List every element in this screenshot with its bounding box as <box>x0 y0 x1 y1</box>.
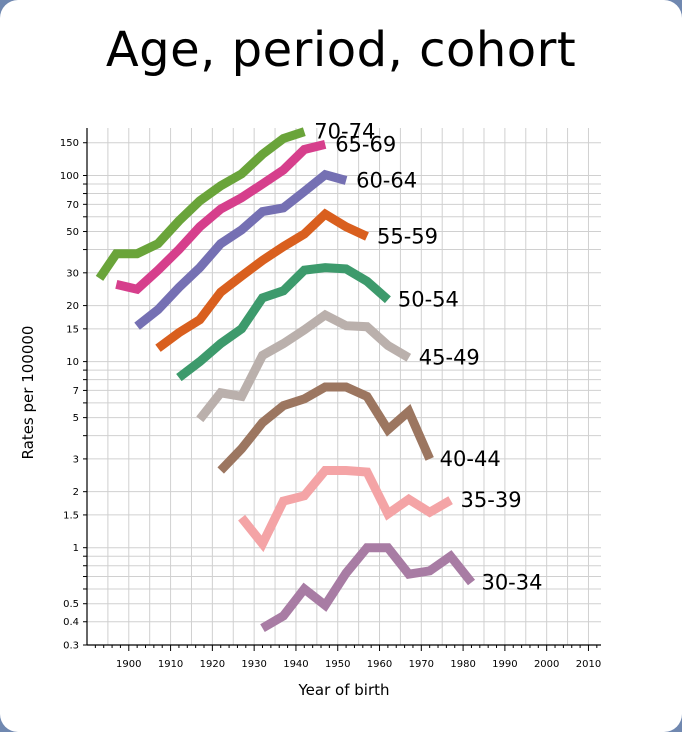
series-line-65-69 <box>115 140 327 295</box>
series-label-40-44: 40-44 <box>440 447 501 471</box>
series-label-30-34: 30-34 <box>481 571 542 595</box>
y-tick-label: 150 <box>60 138 79 149</box>
x-tick-label: 1930 <box>241 659 266 670</box>
y-tick-label: 1.5 <box>63 510 79 521</box>
series-label-70-74: 70-74 <box>314 120 375 144</box>
series-line-45-49 <box>196 309 412 423</box>
y-tick-label: 30 <box>66 268 79 279</box>
y-tick-label: 0.5 <box>63 599 79 610</box>
x-tick-label: 1940 <box>283 659 308 670</box>
x-tick-label: 1970 <box>409 659 434 670</box>
y-tick-label: 10 <box>66 357 79 368</box>
chart-title: Age, period, cohort <box>105 22 577 78</box>
y-tick-label: 50 <box>66 227 79 238</box>
x-tick-label: 1960 <box>367 659 392 670</box>
x-tick-label: 1980 <box>450 659 475 670</box>
axes: 0.3 0.4 0.5 1 1.5 2 3 5 7 10 15 20 30 50 70 100 150 1900 1… <box>60 128 601 670</box>
series-label-35-39: 35-39 <box>461 488 522 512</box>
series-line-40-44 <box>217 382 434 474</box>
y-tick-label: 20 <box>66 301 79 312</box>
grid <box>87 128 601 646</box>
x-axis-label: Year of birth <box>298 681 390 699</box>
y-tick-label: 1 <box>73 543 79 554</box>
series-label-60-64: 60-64 <box>356 169 417 193</box>
series-line-70-74 <box>95 127 306 281</box>
series-label-45-49: 45-49 <box>419 346 480 370</box>
x-tick-label: 1920 <box>200 659 225 670</box>
y-tick-label: 5 <box>73 413 79 424</box>
series-label-65-69: 65-69 <box>335 132 396 156</box>
y-tick-label: 0.3 <box>63 641 79 652</box>
x-tick-label: 2000 <box>534 659 559 670</box>
series-line-60-64 <box>134 169 348 330</box>
y-tick-label: 15 <box>66 324 79 335</box>
y-tick-label: 2 <box>73 487 79 498</box>
y-tick-label: 3 <box>73 454 79 465</box>
series-line-35-39 <box>238 466 453 553</box>
y-tick-label: 0.4 <box>63 617 79 628</box>
y-tick-label: 70 <box>66 200 79 211</box>
series-label-55-59: 55-59 <box>377 225 438 249</box>
y-axis-label: Rates per 100000 <box>19 326 37 460</box>
series-label-50-54: 50-54 <box>398 288 459 312</box>
x-tick-label: 1900 <box>116 659 141 670</box>
x-tick-label: 1950 <box>325 659 350 670</box>
y-tick-label: 7 <box>73 386 79 397</box>
x-tick-label: 1910 <box>158 659 183 670</box>
series-lines <box>95 127 476 632</box>
series-line-50-54 <box>176 263 391 382</box>
series-line-55-59 <box>155 208 369 352</box>
series-line-30-34 <box>260 543 476 632</box>
x-tick-label: 2010 <box>576 659 601 670</box>
y-tick-label: 100 <box>60 171 79 182</box>
x-tick-label: 1990 <box>492 659 517 670</box>
